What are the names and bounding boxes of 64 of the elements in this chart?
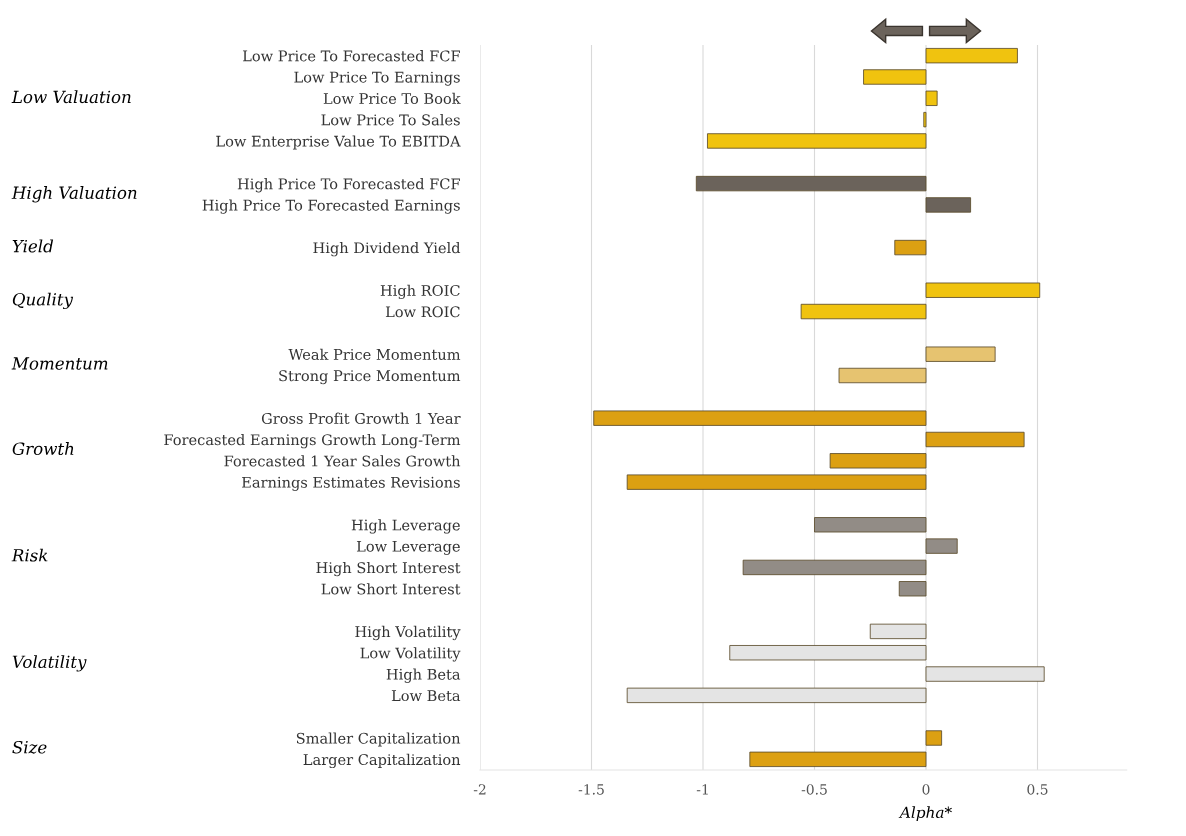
y-tick-label: Forecasted 1 Year Sales Growth (224, 455, 461, 467)
bar (925, 197, 972, 213)
text: Yield (12, 239, 54, 253)
y-tick-label: Low Price To Earnings (294, 71, 460, 86)
y-tick-label: Low Short Interest (321, 583, 461, 595)
y-tick-label: Low Leverage (356, 540, 460, 555)
bar (749, 751, 927, 768)
bar (863, 69, 927, 85)
bar (925, 538, 958, 554)
y-tick-label: Weak Price Momentum (288, 348, 461, 360)
x-tick-label: -1.5 (578, 784, 604, 795)
x-tick-label: -1 (696, 784, 708, 795)
y-tick-label: Low Price To Book (323, 92, 461, 105)
bar (800, 303, 927, 320)
y-tick-label: Low Volatility (360, 647, 461, 662)
y-tick-label: High Price To Forecasted FCF (237, 178, 460, 193)
x-tick-label: 0 (922, 784, 930, 795)
bar (925, 47, 1018, 64)
y-tick-label: Earnings Estimates Revisions (242, 476, 460, 491)
bar (593, 410, 927, 426)
y-tick-label: Low Price To Forecasted FCF (242, 50, 460, 62)
bar (925, 282, 1041, 298)
y-tick-label: High Dividend Yield (313, 242, 461, 257)
text: Volatility (12, 655, 87, 672)
bar (695, 175, 927, 192)
bar (925, 730, 943, 746)
y-tick-label: Larger Capitalization (303, 753, 461, 769)
y-tick-label: Low Enterprise Value To EBITDA (216, 135, 461, 150)
text: High Valuation (11, 186, 137, 203)
text: Growth (12, 442, 74, 455)
bar (925, 90, 938, 106)
bar (814, 517, 927, 533)
y-tick-label: Gross Profit Growth 1 Year (261, 412, 461, 424)
y-tick-label: High Short Interest (316, 561, 461, 577)
bar (925, 431, 1025, 448)
y-tick-label: High Volatility (355, 625, 461, 641)
text: Low Valuation (11, 90, 131, 104)
x-axis-title: Alpha* (898, 806, 952, 822)
y-tick-label: Smaller Capitalization (296, 732, 461, 747)
y-tick-label: Low ROIC (385, 306, 460, 318)
bar (925, 346, 996, 362)
bar (626, 474, 927, 490)
y-tick-label: High Leverage (351, 519, 460, 534)
y-tick-label: High Beta (386, 668, 461, 683)
y-tick-label: High ROIC (380, 284, 460, 299)
text: Risk (11, 548, 48, 562)
y-tick-label: Low Beta (391, 690, 461, 702)
bar (829, 453, 927, 469)
bar (838, 367, 927, 384)
y-tick-label: Low Price To Sales (321, 114, 460, 126)
text: Size (12, 740, 47, 754)
text: Momentum (11, 357, 108, 370)
bar (923, 111, 927, 128)
y-tick-label: Forecasted Earnings Growth Long-Term (164, 433, 461, 449)
text: Quality (12, 292, 74, 310)
x-tick-label: 0.5 (1027, 784, 1048, 795)
bar (742, 559, 927, 576)
y-tick-label: Strong Price Momentum (279, 370, 461, 385)
bar (898, 581, 927, 597)
bar (707, 133, 927, 149)
x-tick-label: -2 (473, 784, 486, 795)
bar (894, 239, 927, 256)
x-tick-label: -0.5 (801, 784, 827, 795)
y-tick-label: High Price To Forecasted Earnings (202, 199, 460, 214)
